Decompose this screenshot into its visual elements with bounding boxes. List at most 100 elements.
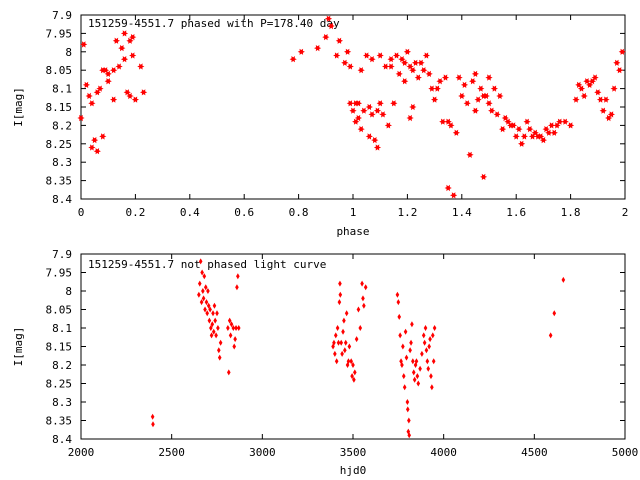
light-curve-data-point <box>362 302 366 309</box>
phased-data-point <box>357 67 365 74</box>
phased-data-point <box>594 89 602 96</box>
x-tick-label: 2000 <box>68 446 95 459</box>
light-curve-data-point <box>363 284 368 291</box>
phased-data-point <box>431 96 439 103</box>
phased-data-point <box>610 85 618 92</box>
phased-data-point <box>480 173 488 180</box>
light-curve-data-point <box>236 325 241 331</box>
light-curve-data-point <box>339 339 344 346</box>
phased-data-point <box>409 67 417 74</box>
light-curve-data-point <box>418 365 422 372</box>
phased-data-point <box>509 122 518 129</box>
phased-data-point <box>365 103 373 111</box>
y-tick-label: 8.4 <box>52 433 72 446</box>
x-tick-label: 1.2 <box>397 206 417 219</box>
x-axis-label: phase <box>336 225 369 238</box>
phased-data-point <box>477 85 485 92</box>
phased-data-point <box>539 137 547 144</box>
phased-data-point <box>523 118 531 125</box>
x-tick-label: 0 <box>78 206 85 219</box>
phased-data-point <box>85 92 93 100</box>
y-tick-label: 8.25 <box>46 138 73 151</box>
phased-data-point <box>488 107 496 114</box>
phased-data-point <box>406 114 414 122</box>
phased-data-point <box>93 89 101 96</box>
phased-data-point <box>436 78 444 85</box>
phased-data-point <box>387 56 395 63</box>
phased-data-point <box>327 22 335 30</box>
phased-data-point <box>444 118 452 125</box>
light-curve-data-point <box>401 373 406 380</box>
light-curve-data-point <box>349 358 353 365</box>
phased-data-point <box>447 122 455 129</box>
light-curve-data-point <box>206 288 210 294</box>
light-curve-data-point <box>415 373 420 380</box>
phased-data-point <box>504 118 512 125</box>
phased-data-point <box>572 96 580 103</box>
phased-data-point <box>120 56 129 63</box>
phased-data-point <box>455 74 463 81</box>
light-curve-data-point <box>432 325 437 331</box>
light-curve-data-point <box>231 325 236 331</box>
light-curve-data-point <box>209 332 214 339</box>
light-curve-data-point <box>354 336 359 343</box>
y-tick-label: 8.4 <box>52 193 72 206</box>
phased-data-point <box>129 52 137 59</box>
x-tick-label: 0.6 <box>234 206 254 219</box>
light-curve-data-point <box>226 325 230 331</box>
phased-data-point <box>376 52 384 59</box>
light-curve-data-point <box>217 354 222 361</box>
light-curve-data-point <box>342 317 346 324</box>
phased-data-point <box>420 67 428 74</box>
x-tick-label: 4000 <box>430 446 457 459</box>
phased-data-point <box>531 129 539 136</box>
phased-data-point <box>373 144 382 151</box>
phased-data-point <box>591 74 599 81</box>
light-curve-data-point <box>358 325 363 331</box>
light-curve-data-point <box>335 325 340 331</box>
phased-data-point <box>406 63 414 70</box>
light-curve-data-point <box>395 291 400 298</box>
phased-data-point <box>605 114 613 122</box>
x-tick-label: 3000 <box>249 446 276 459</box>
light-curve-data-point <box>343 347 347 354</box>
phased-data-point <box>354 114 362 122</box>
light-curve-data-point <box>397 313 402 320</box>
phased-data-point <box>363 52 371 59</box>
light-curve-data-point <box>341 328 345 335</box>
light-curve-data-point <box>347 343 352 350</box>
phased-data-point <box>588 78 596 85</box>
phased-data-point <box>452 129 460 136</box>
phased-data-point <box>471 70 479 77</box>
light-curve-data-point <box>338 280 342 287</box>
phased-data-point <box>82 81 90 88</box>
x-tick-label: 0.4 <box>180 206 200 219</box>
light-curve-data-point <box>151 421 155 428</box>
light-curve-data-point <box>430 384 434 391</box>
light-curve-data-point <box>396 299 401 306</box>
phased-data-point <box>537 133 545 140</box>
y-tick-label: 8.15 <box>46 341 73 354</box>
y-tick-label: 8.35 <box>46 175 73 188</box>
light-curve-data-point <box>227 317 232 324</box>
light-curve-data-point <box>350 373 354 380</box>
phased-data-point <box>140 89 148 96</box>
light-curve-data-point <box>408 347 412 354</box>
phased-data-point <box>349 107 357 114</box>
phased-data-point <box>414 74 422 81</box>
light-curve-data-point <box>211 328 216 335</box>
light-curve-data-point <box>409 339 413 346</box>
light-curve-data-point <box>209 325 213 331</box>
x-tick-label: 1.6 <box>506 206 526 219</box>
phased-data-point <box>401 78 409 85</box>
phased-data-point <box>93 148 101 155</box>
light-curve-data-point <box>346 358 351 365</box>
x-tick-label: 1.4 <box>452 206 472 219</box>
y-tick-label: 8 <box>65 46 72 59</box>
phased-data-point <box>88 144 96 151</box>
y-tick-label: 8.1 <box>52 322 72 335</box>
light-curve-data-point <box>236 273 240 280</box>
light-curve-data-point <box>334 358 339 365</box>
phased-data-point <box>518 140 526 147</box>
